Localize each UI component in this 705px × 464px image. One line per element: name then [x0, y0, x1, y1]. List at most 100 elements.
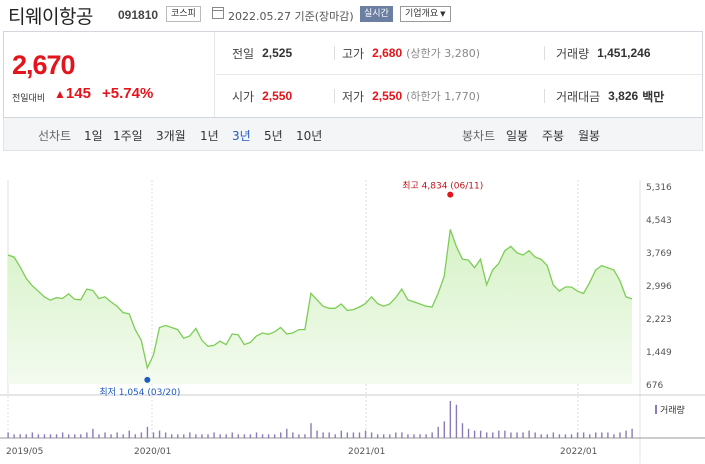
divider — [544, 46, 545, 60]
volume-bar — [534, 432, 536, 438]
price-summary: 2,670 전일대비 ▲145 +5.74% 전일 2,525 고가 2,680… — [3, 31, 703, 118]
volume-bar — [322, 432, 324, 438]
tab-monthly[interactable]: 월봉 — [578, 129, 601, 143]
realtime-button[interactable]: 실시간 — [360, 6, 393, 22]
volume-bar — [31, 432, 34, 438]
prev-close-label: 전일 — [232, 46, 255, 61]
stock-name: 티웨이항공 — [8, 6, 93, 28]
volume-value: 1,451,246 — [597, 46, 651, 60]
tab-5y[interactable]: 5년 — [264, 129, 283, 143]
volume-bar — [576, 432, 579, 438]
volume-bar — [146, 426, 149, 438]
volume-bar — [510, 432, 512, 438]
volume-bar — [401, 432, 403, 438]
amount-label: 거래대금 — [556, 89, 601, 104]
volume-bar — [243, 434, 246, 438]
tab-1y[interactable]: 1년 — [200, 129, 219, 143]
volume-bar — [86, 432, 88, 438]
volume-bar — [74, 434, 76, 438]
volume-bar — [104, 432, 106, 438]
volume-bar — [116, 432, 118, 438]
volume-bar — [273, 434, 276, 438]
volume-bar — [328, 432, 330, 438]
low-marker — [144, 376, 151, 383]
volume-bar — [619, 432, 621, 438]
price-chart-svg: 2019/05 2020/01 2021/01 2022/01 5,316 4,543 3,… — [0, 180, 705, 463]
x-tick-label: 2019/05 — [6, 447, 43, 457]
volume-bar — [92, 428, 94, 438]
volume-bar — [55, 434, 58, 438]
volume-bar — [98, 434, 100, 438]
chevron-down-icon: ▼ — [440, 10, 446, 18]
y-tick-label: 2,996 — [646, 282, 672, 292]
up-triangle-icon: ▲ — [54, 87, 66, 101]
volume-bar — [407, 434, 409, 438]
tab-daily[interactable]: 일봉 — [506, 129, 529, 143]
open-label: 시가 — [232, 89, 255, 104]
volume-bar — [195, 434, 197, 438]
chart-tabs-bar: 선차트 1일 1주일 3개월 1년 3년 5년 10년 봉차트 일봉 주봉 월봉 — [3, 118, 703, 151]
volume-bar — [110, 434, 112, 438]
stock-code: 091810 — [118, 8, 159, 22]
volume-bar — [492, 432, 494, 438]
company-overview-dropdown[interactable]: 기업개요 ▼ — [400, 6, 451, 22]
tab-10y[interactable]: 10년 — [296, 129, 323, 143]
x-tick-label: 2020/01 — [134, 447, 171, 457]
current-price-panel: 2,670 전일대비 ▲145 +5.74% — [4, 32, 215, 117]
volume-bar — [292, 432, 294, 438]
volume-bar — [170, 434, 173, 438]
tab-3m[interactable]: 3개월 — [156, 129, 186, 143]
volume-bar — [364, 430, 367, 438]
price-change-pct: +5.74% — [102, 85, 154, 102]
current-price: 2,670 — [12, 50, 76, 80]
volume-bar — [443, 421, 445, 438]
volume-bar — [183, 434, 185, 438]
high-label: 고가 — [342, 46, 365, 61]
tab-1d[interactable]: 1일 — [84, 129, 103, 143]
volume-bar — [298, 434, 300, 438]
volume-bar — [467, 428, 470, 438]
volume-bar — [164, 432, 167, 438]
y-tick-label: 4,543 — [646, 216, 672, 226]
volume-bar — [304, 434, 306, 438]
summary-divider — [216, 74, 702, 75]
volume-bar — [219, 434, 221, 438]
volume-bar — [461, 423, 464, 438]
volume-bar — [140, 432, 143, 438]
volume-bar — [280, 432, 282, 438]
volume-bar — [582, 432, 585, 438]
volume-bar — [437, 426, 439, 438]
lower-limit: (하한가 1,770) — [406, 90, 481, 103]
x-tick-label: 2021/01 — [348, 447, 385, 457]
volume-bar — [607, 432, 609, 438]
volume-bar — [516, 432, 518, 438]
volume-bar — [19, 434, 21, 438]
volume-bar — [528, 430, 530, 438]
volume-bar — [207, 434, 209, 438]
price-line — [7, 229, 633, 370]
tab-3y[interactable]: 3년 — [232, 129, 251, 143]
low-cell: 저가 2,550 (하한가 1,770) — [342, 75, 480, 117]
x-tick-label: 2022/01 — [560, 447, 597, 457]
volume-bar — [504, 430, 506, 438]
tab-weekly[interactable]: 주봉 — [542, 129, 565, 143]
volume-bar — [431, 432, 433, 438]
volume-bar — [346, 432, 349, 438]
y-tick-label: 3,769 — [646, 249, 672, 259]
volume-bar — [558, 434, 561, 438]
volume-bar — [267, 434, 270, 438]
volume-bar — [564, 434, 567, 438]
volume-bar — [37, 434, 40, 438]
volume-bar — [189, 432, 191, 438]
upper-limit: (상한가 3,280) — [406, 47, 481, 60]
amount-value: 3,826 — [608, 89, 639, 103]
date-info: 2022.05.27 기준(장마감) — [228, 10, 354, 23]
tab-1w[interactable]: 1주일 — [113, 129, 143, 143]
price-chart[interactable]: 2019/05 2020/01 2021/01 2022/01 5,316 4,543 3,… — [0, 151, 705, 464]
divider — [334, 89, 335, 103]
price-change-value: 145 — [65, 85, 91, 102]
volume-bar — [7, 432, 9, 438]
volume-bar — [249, 434, 252, 438]
volume-bar — [80, 434, 82, 438]
volume-bar — [389, 434, 391, 438]
